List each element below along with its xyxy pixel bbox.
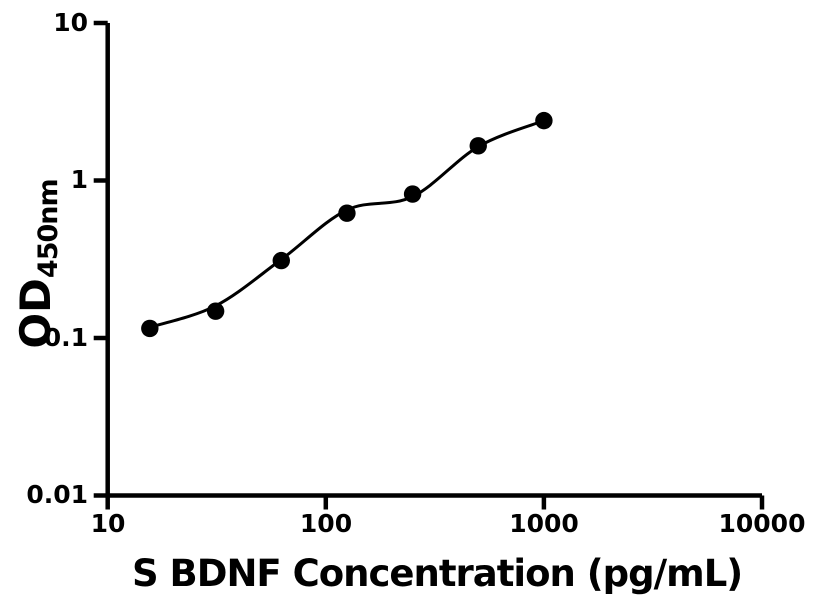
- y-axis-title-subscript: 450nm: [33, 179, 64, 279]
- x-tick-label-1000: 1000: [509, 509, 579, 538]
- data-point-15.6pgml: [141, 319, 159, 338]
- data-point-125pgml: [338, 204, 356, 222]
- y-axis-title: OD450nm: [11, 179, 64, 348]
- fit-curve: [149, 119, 545, 329]
- data-point-31.25pgml: [206, 302, 225, 320]
- y-tick-label-0.01: 0.01: [26, 480, 88, 509]
- x-axis-title: S BDNF Concentration (pg/mL): [132, 552, 743, 595]
- data-point-62.5pgml: [272, 251, 290, 270]
- x-tick-label-10000: 10000: [718, 509, 806, 538]
- x-tick-label-10: 10: [90, 509, 126, 538]
- data-point-500pgml: [469, 137, 487, 155]
- y-tick-label-10: 10: [53, 8, 88, 37]
- y-tick-label-1: 1: [70, 165, 88, 194]
- data-point-250pgml: [403, 185, 422, 203]
- data-point-1000pgml: [535, 111, 553, 130]
- y-tick-label-0.1: 0.1: [43, 323, 88, 352]
- x-tick-label-100: 100: [299, 509, 353, 538]
- y-axis-title-main: OD: [11, 278, 60, 349]
